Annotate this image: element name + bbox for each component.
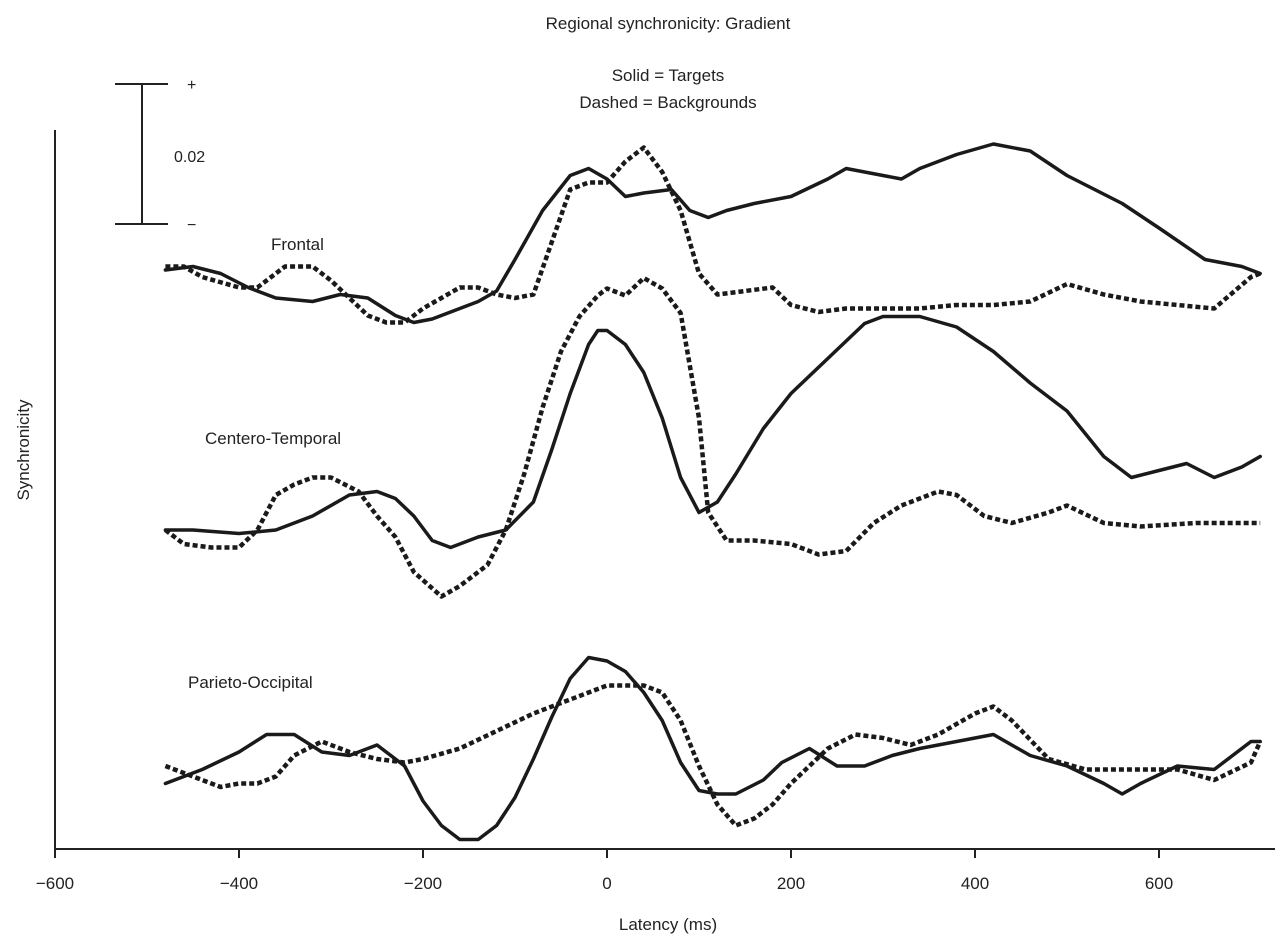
legend-dashed-line: Dashed = Backgrounds — [579, 93, 756, 112]
series-group — [163, 142, 1263, 842]
chart-title: Regional synchronicity: Gradient — [546, 14, 791, 33]
x-tick-label: −400 — [220, 874, 258, 893]
x-tick-label: 200 — [777, 874, 805, 893]
x-axis-label: Latency (ms) — [619, 915, 717, 934]
region-label-parieto-occipital: Parieto-Occipital — [188, 673, 313, 692]
region-label-frontal: Frontal — [271, 235, 324, 254]
x-axis-ticks: −600 −400 −200 0 200 400 600 — [36, 849, 1173, 893]
scale-bar-plus: + — [187, 77, 196, 94]
x-tick-label: 0 — [602, 874, 611, 893]
parieto-occipital-backgrounds-line — [164, 683, 1263, 828]
scale-bar: + − 0.02 — [115, 77, 205, 234]
frontal-backgrounds-line — [165, 145, 1261, 325]
x-tick-label: −600 — [36, 874, 74, 893]
scale-bar-minus: − — [187, 217, 196, 234]
x-tick-label: −200 — [404, 874, 442, 893]
y-axis-label: Synchronicity — [14, 399, 33, 501]
x-tick-label: 600 — [1145, 874, 1173, 893]
centero-temporal-targets-line — [163, 314, 1262, 550]
centero-temporal-backgrounds-line — [164, 275, 1261, 599]
legend-solid-line: Solid = Targets — [612, 66, 725, 85]
region-label-centero-temporal: Centero-Temporal — [205, 429, 341, 448]
x-tick-label: 400 — [961, 874, 989, 893]
frontal-targets-line — [163, 142, 1262, 325]
scale-bar-value: 0.02 — [174, 149, 205, 166]
parieto-occipital-targets-line — [163, 655, 1262, 842]
